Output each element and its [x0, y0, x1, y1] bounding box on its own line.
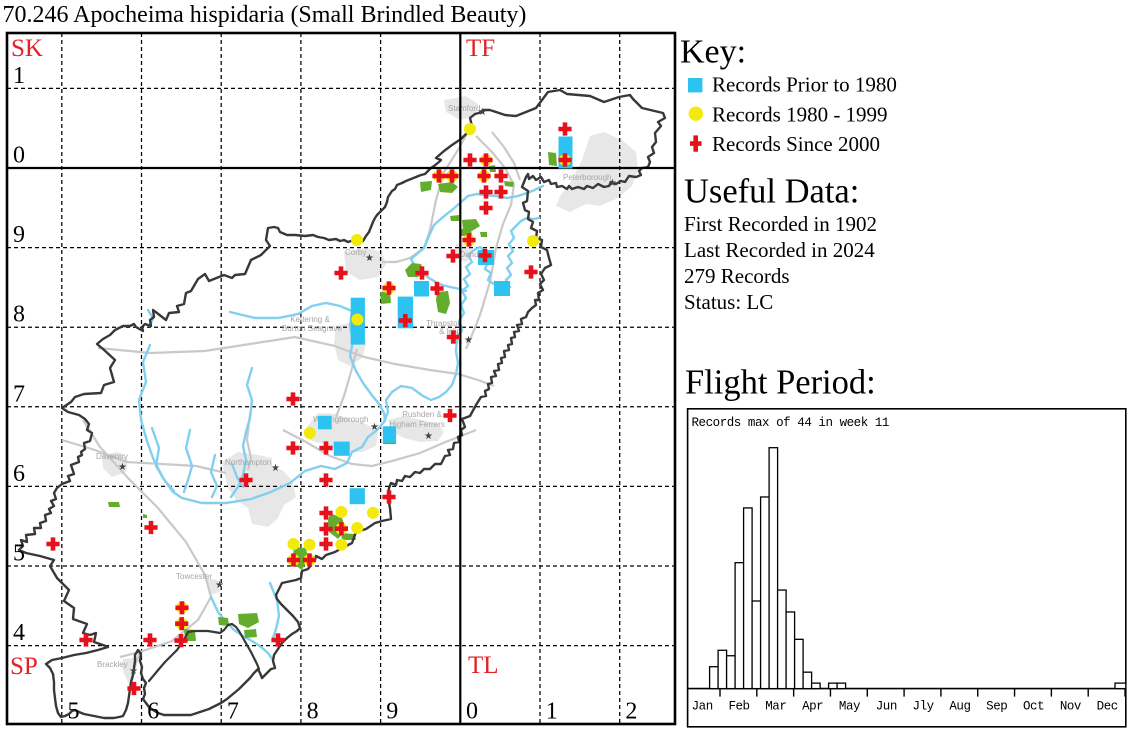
svg-text:★: ★ — [118, 462, 127, 473]
svg-text:★: ★ — [129, 666, 138, 677]
svg-text:Stamford: Stamford — [448, 104, 480, 113]
svg-text:★: ★ — [365, 253, 374, 264]
svg-text:Kettering &: Kettering & — [290, 315, 330, 324]
svg-text:★: ★ — [478, 107, 487, 118]
svg-text:6: 6 — [13, 461, 25, 487]
svg-text:May: May — [839, 700, 861, 714]
svg-text:8: 8 — [13, 302, 25, 328]
svg-text:★: ★ — [215, 580, 224, 591]
svg-text:Peterborough: Peterborough — [563, 173, 611, 182]
svg-text:SP: SP — [10, 653, 38, 680]
svg-text:Sep: Sep — [986, 700, 1007, 714]
svg-text:★: ★ — [370, 422, 379, 433]
svg-text:9: 9 — [386, 699, 398, 725]
svg-text:Aug: Aug — [949, 700, 970, 714]
svg-text:Last Recorded in 2024: Last Recorded in 2024 — [684, 238, 875, 262]
svg-text:7: 7 — [13, 381, 25, 407]
svg-text:1: 1 — [546, 699, 558, 725]
svg-text:★: ★ — [464, 335, 473, 346]
svg-text:Oct: Oct — [1023, 700, 1044, 714]
svg-text:Useful Data:: Useful Data: — [684, 173, 859, 211]
svg-text:★: ★ — [271, 463, 280, 474]
svg-text:5: 5 — [13, 541, 25, 567]
svg-text:5: 5 — [68, 699, 80, 725]
svg-text:First Recorded in 1902: First Recorded in 1902 — [684, 212, 877, 236]
svg-text:9: 9 — [13, 222, 25, 248]
svg-text:Thrapston: Thrapston — [426, 319, 462, 328]
svg-text:4: 4 — [13, 620, 25, 646]
svg-text:★: ★ — [424, 431, 433, 442]
svg-text:TF: TF — [466, 35, 495, 62]
svg-text:Jun: Jun — [876, 700, 897, 714]
svg-text:1: 1 — [13, 63, 25, 89]
svg-text:Records 1980 - 1999: Records 1980 - 1999 — [712, 102, 888, 126]
svg-text:Oundle: Oundle — [459, 250, 485, 259]
svg-text:Mar: Mar — [765, 700, 786, 714]
svg-text:70.246 Apocheima hispidaria (S: 70.246 Apocheima hispidaria (Small Brind… — [3, 2, 527, 28]
svg-text:0: 0 — [13, 143, 25, 169]
svg-text:6: 6 — [147, 699, 159, 725]
svg-text:0: 0 — [466, 699, 478, 725]
svg-text:Nov: Nov — [1060, 700, 1082, 714]
svg-text:& Islip: & Islip — [439, 327, 461, 336]
svg-text:TL: TL — [468, 652, 499, 679]
svg-text:SK: SK — [11, 35, 43, 62]
svg-text:7: 7 — [227, 699, 239, 725]
svg-text:Key:: Key: — [680, 34, 746, 71]
svg-text:Records Since 2000: Records Since 2000 — [712, 132, 880, 156]
svg-text:Wellingborough: Wellingborough — [313, 415, 368, 424]
svg-text:Rushden &: Rushden & — [402, 410, 442, 419]
svg-text:Records Prior to 1980: Records Prior to 1980 — [712, 73, 897, 97]
svg-text:Dec: Dec — [1097, 700, 1118, 714]
svg-text:Towcester: Towcester — [176, 572, 212, 581]
svg-text:Daventry: Daventry — [96, 452, 128, 461]
svg-text:Flight Period:: Flight Period: — [685, 364, 876, 402]
svg-text:Jan: Jan — [692, 700, 713, 714]
svg-text:8: 8 — [307, 699, 319, 725]
svg-text:Apr: Apr — [802, 700, 823, 714]
svg-text:Brackley: Brackley — [97, 660, 128, 669]
svg-text:2: 2 — [625, 699, 637, 725]
svg-text:Northampton: Northampton — [225, 458, 271, 467]
svg-text:Corby: Corby — [345, 248, 366, 257]
svg-text:★: ★ — [608, 178, 617, 189]
svg-text:Records max of 44 in week 11: Records max of 44 in week 11 — [692, 416, 889, 430]
svg-text:Feb: Feb — [728, 700, 749, 714]
svg-text:279 Records: 279 Records — [684, 264, 790, 288]
svg-text:Jly: Jly — [913, 700, 935, 714]
svg-text:Burton Seagrave: Burton Seagrave — [282, 324, 343, 333]
svg-text:Higham Ferrers: Higham Ferrers — [389, 420, 445, 429]
svg-text:Status: LC: Status: LC — [684, 290, 773, 314]
